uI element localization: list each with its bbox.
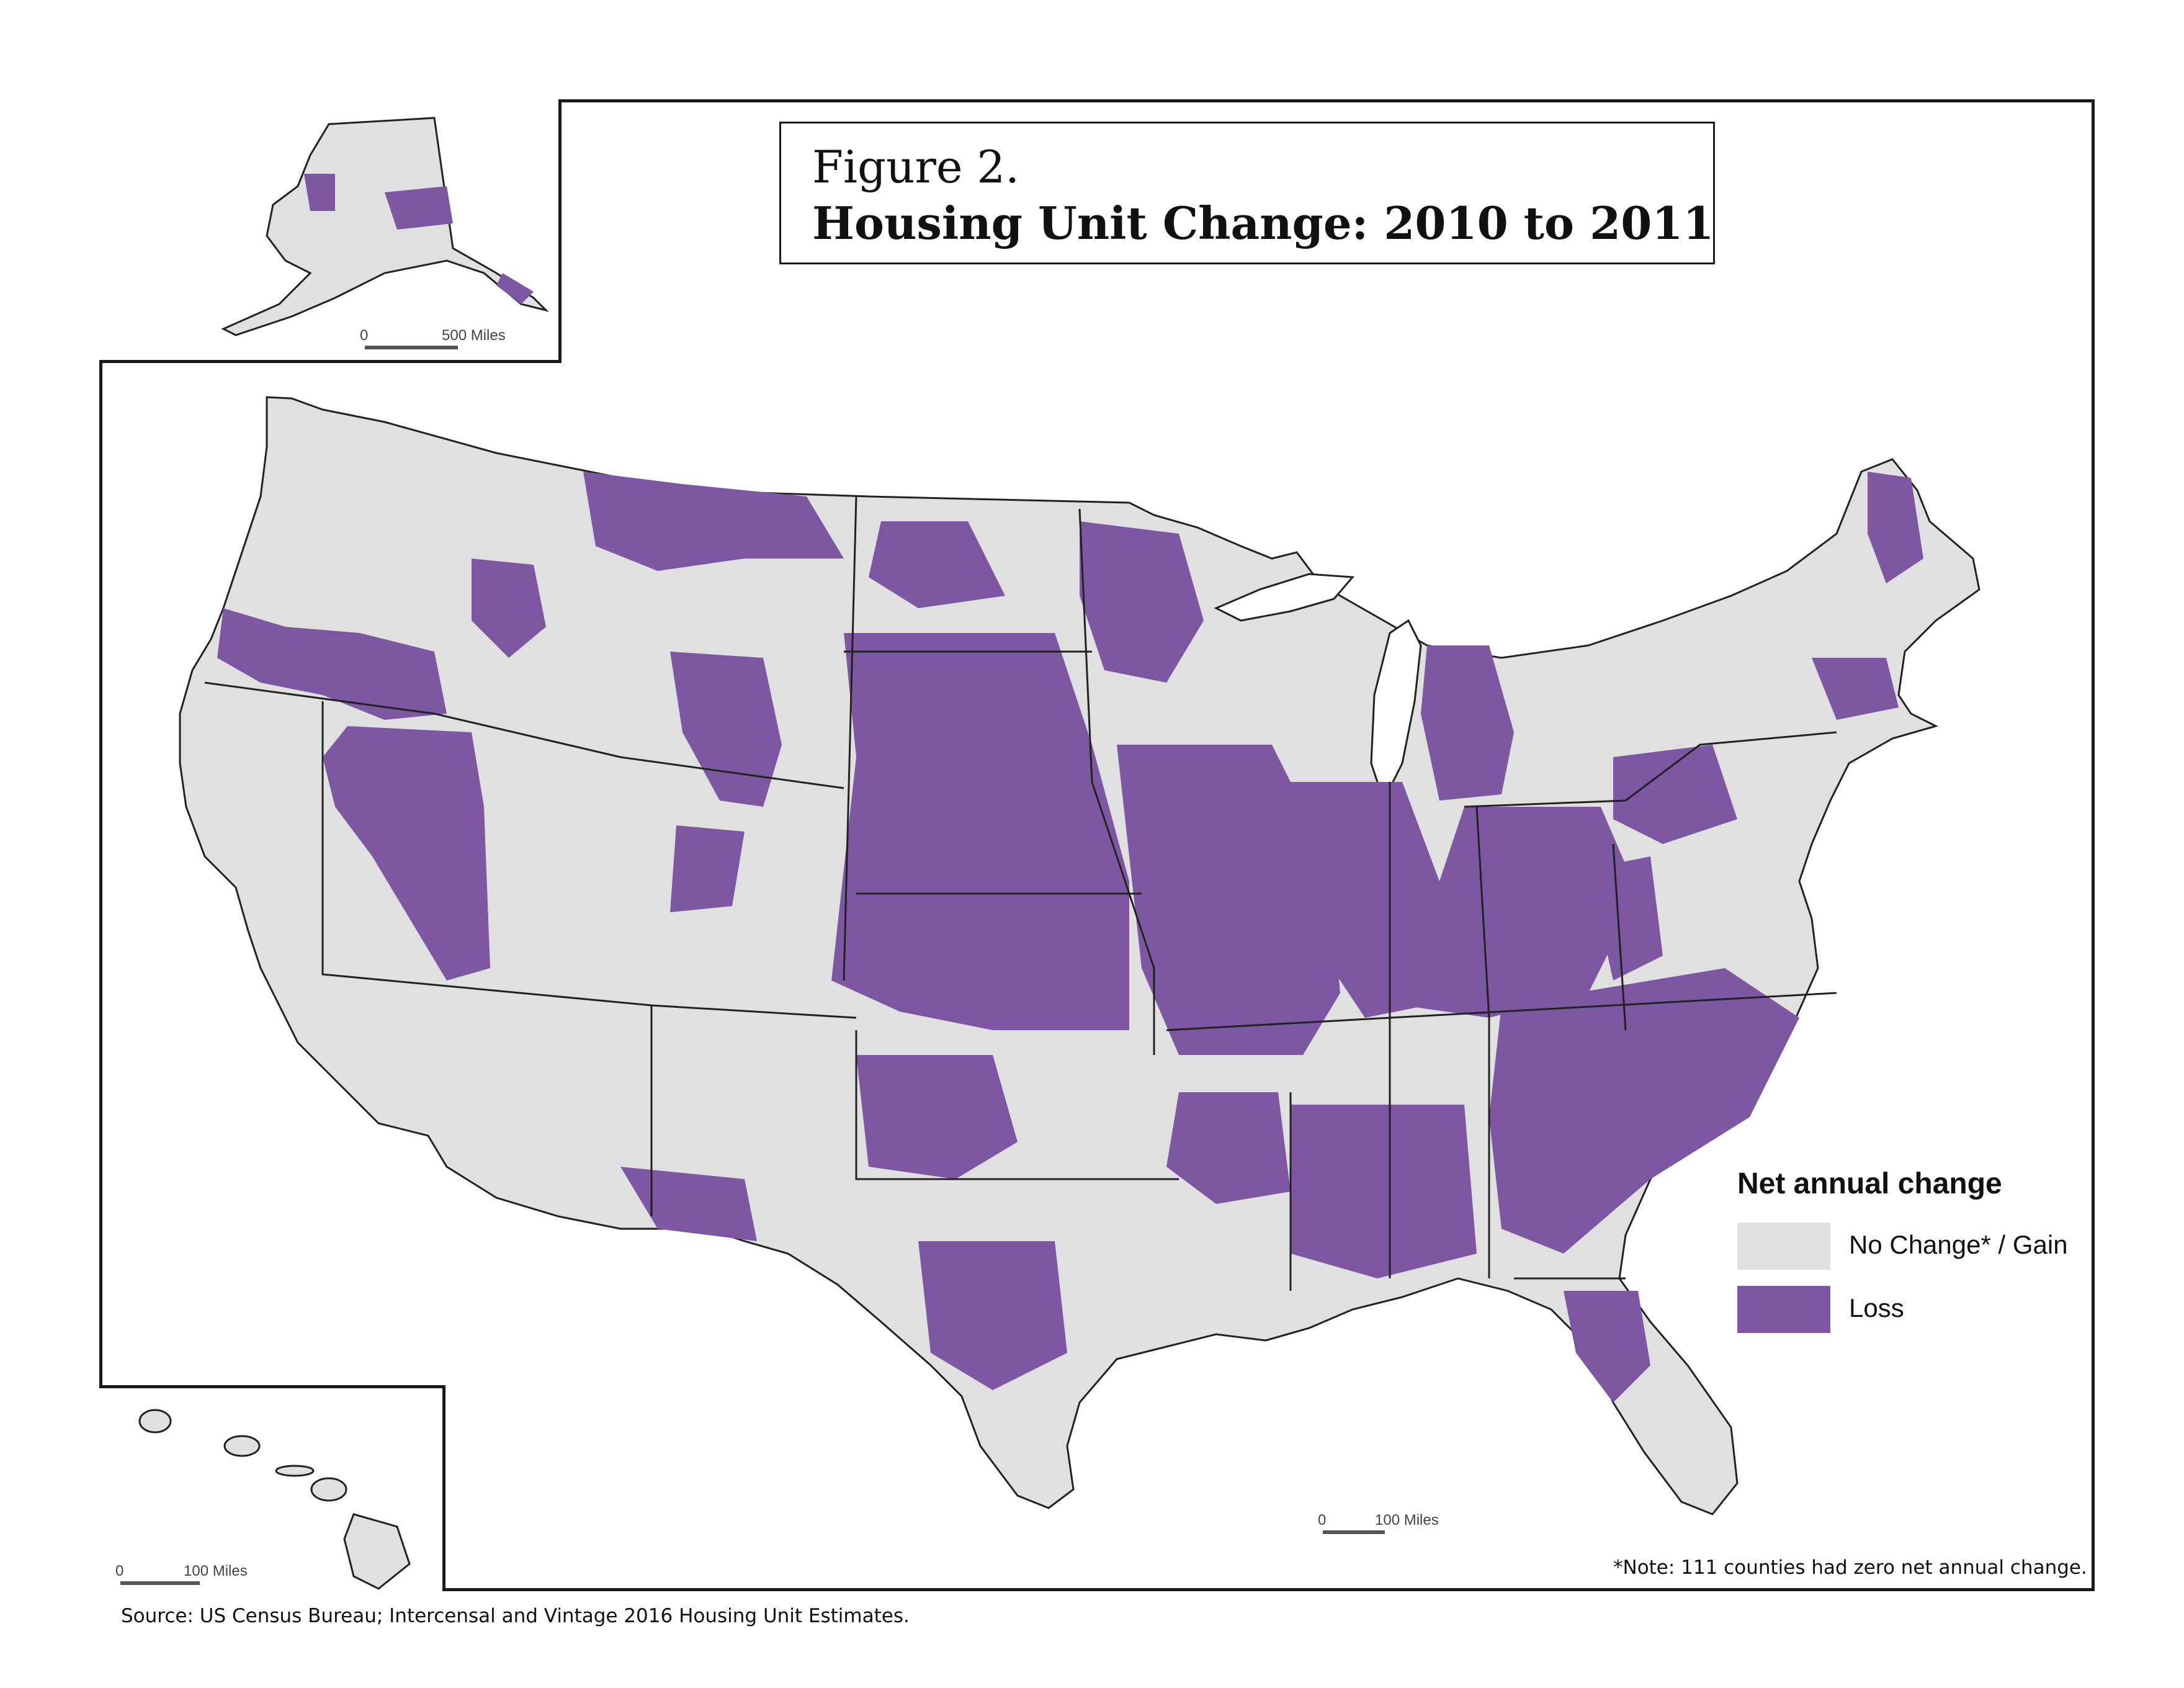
legend-swatch-gain <box>1737 1223 1830 1270</box>
alaska-scale-bar: 0 500 Miles <box>360 327 521 352</box>
state-border-line <box>843 496 857 981</box>
state-border-line <box>1464 731 1837 808</box>
alaska-loss-area <box>496 273 534 304</box>
loss-region-pennsylvania <box>1613 745 1737 844</box>
legend: Net annual change No Change* / Gain Loss <box>1731 1167 2079 1353</box>
scale-distance-label: 100 Miles <box>1375 1512 1439 1529</box>
loss-region-georgia-carolina <box>1489 968 1799 1254</box>
hawaii-inset-content <box>138 1409 411 1590</box>
legend-label: No Change* / Gain <box>1849 1230 2068 1259</box>
scale-zero-label: 0 <box>1318 1512 1327 1529</box>
state-border-line <box>1166 992 1837 1031</box>
title-box: Figure 2. Housing Unit Change: 2010 to 2… <box>779 122 1715 264</box>
loss-region-wyoming <box>670 652 782 807</box>
hawaii-island-oahu <box>223 1435 261 1457</box>
loss-region-arkansas <box>1166 1092 1291 1204</box>
hawaii-island-molokai <box>275 1465 315 1477</box>
lake-michigan <box>1370 619 1422 803</box>
scale-bar-line <box>365 346 458 349</box>
lake-superior <box>1214 573 1355 622</box>
loss-region-texas-central <box>918 1241 1067 1390</box>
alaska-inset-content <box>221 117 549 336</box>
scale-distance-label: 100 Miles <box>184 1563 248 1579</box>
loss-region-plains <box>831 633 1129 1030</box>
loss-region-florida <box>1564 1291 1650 1403</box>
state-border-line <box>321 701 857 1019</box>
map-frame <box>99 99 2095 1591</box>
state-border-line <box>1078 508 1155 1055</box>
loss-region-michigan <box>1421 645 1514 801</box>
scale-zero-label: 0 <box>360 327 369 344</box>
loss-region-iowa-missouri <box>1117 745 1340 1055</box>
state-border-line <box>1612 843 1627 1031</box>
loss-regions <box>217 472 1923 1403</box>
footnote: *Note: 111 counties had zero net annual … <box>1613 1556 2087 1579</box>
loss-region-idaho <box>472 559 546 658</box>
main-scale-bar: 0 100 Miles <box>1318 1512 1479 1537</box>
loss-region-colorado <box>670 825 745 912</box>
loss-region-minnesota <box>1080 521 1204 683</box>
hawaii-island-big-island <box>343 1513 411 1590</box>
loss-region-illinois-indiana <box>1278 782 1439 1018</box>
scale-bar-line <box>120 1581 200 1585</box>
loss-region-new-england <box>1812 658 1899 720</box>
legend-label: Loss <box>1849 1293 1904 1322</box>
scale-zero-label: 0 <box>115 1563 124 1579</box>
loss-region-maine <box>1868 472 1923 583</box>
loss-region-oregon <box>217 608 447 720</box>
scale-bar-line <box>1323 1530 1385 1534</box>
state-boundaries <box>204 496 1837 1291</box>
loss-region-montana <box>583 472 844 571</box>
loss-region-texas-west <box>620 1167 757 1241</box>
loss-region-nevada <box>323 726 490 981</box>
alaska-loss-area <box>385 186 453 230</box>
state-border-line <box>1475 806 1490 1278</box>
hawaii-scale-bar: 0 100 Miles <box>115 1563 277 1587</box>
loss-region-west-virginia <box>1588 856 1663 981</box>
state-border-line <box>855 1030 1179 1180</box>
loss-region-north-dakota <box>869 521 1005 608</box>
loss-region-mississippi-alabama <box>1291 1105 1477 1278</box>
source-note: Source: US Census Bureau; Intercensal an… <box>121 1605 910 1627</box>
scale-distance-label: 500 Miles <box>442 327 506 344</box>
figure-label: Figure 2. <box>812 141 1020 193</box>
legend-title: Net annual change <box>1737 1167 2002 1200</box>
map-title: Housing Unit Change: 2010 to 2011 <box>812 197 1714 249</box>
hawaii-island-maui <box>310 1477 347 1502</box>
hawaii-island-kauai <box>138 1409 172 1434</box>
loss-region-ohio-kentucky <box>1402 807 1638 1018</box>
legend-swatch-loss <box>1737 1286 1830 1333</box>
loss-region-oklahoma <box>856 1055 1018 1179</box>
alaska-loss-area <box>304 174 335 211</box>
state-border-line <box>204 681 844 789</box>
